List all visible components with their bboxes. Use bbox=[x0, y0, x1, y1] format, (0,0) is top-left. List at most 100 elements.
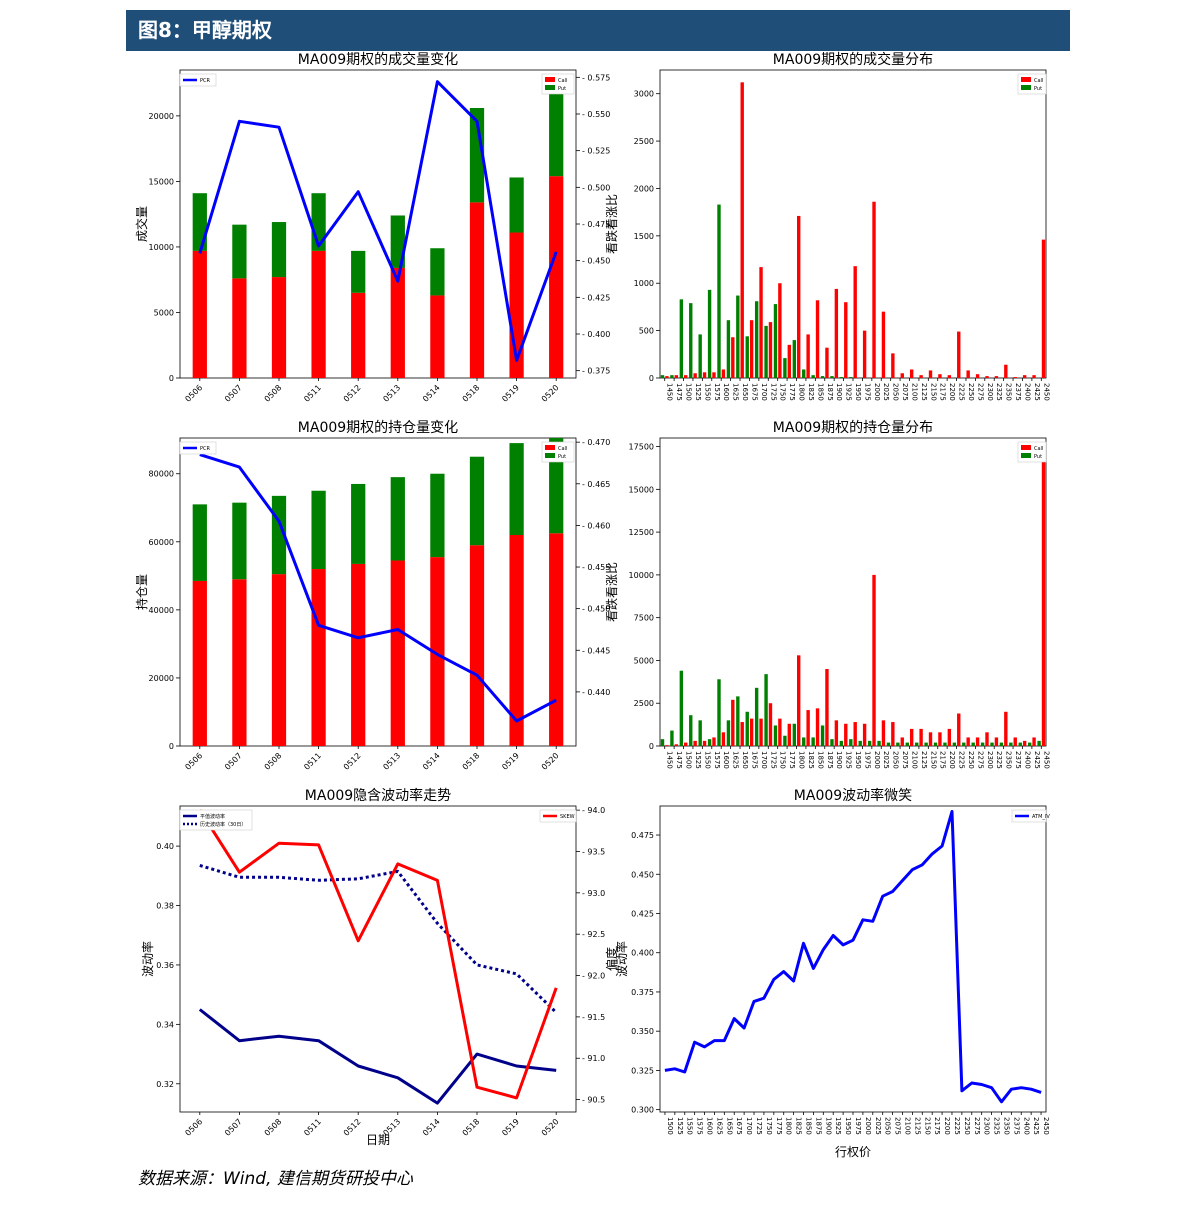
bar-put bbox=[660, 739, 665, 746]
bar-put bbox=[698, 720, 702, 746]
x-tick-label: 2150 bbox=[923, 1117, 931, 1135]
bar-put bbox=[430, 473, 445, 558]
bar-put bbox=[933, 742, 938, 746]
bar-put bbox=[726, 320, 731, 378]
bar-call bbox=[862, 723, 867, 746]
legend-swatch bbox=[545, 445, 555, 450]
bar-call bbox=[853, 266, 857, 378]
bar-call bbox=[815, 300, 820, 378]
bar-call bbox=[351, 563, 366, 746]
bar-call bbox=[872, 201, 876, 378]
x-tick-label: 1725 bbox=[769, 383, 777, 401]
x-tick-label: 2350 bbox=[1005, 383, 1013, 401]
x-tick-label: 0508 bbox=[263, 751, 284, 772]
y-tick-label: 3000 bbox=[634, 90, 654, 99]
y-tick-label: 0 bbox=[169, 742, 174, 751]
y-tick-label: 20000 bbox=[149, 674, 174, 683]
x-tick-label: 0514 bbox=[421, 751, 442, 772]
y-axis-label: 波动率 bbox=[140, 941, 155, 977]
y-tick-label: 0.475 bbox=[631, 831, 654, 840]
bar-call bbox=[985, 376, 989, 378]
x-tick-label: 1850 bbox=[816, 751, 824, 769]
bar-call bbox=[712, 372, 716, 378]
x-tick-label: 2150 bbox=[929, 751, 937, 769]
bar-call bbox=[1032, 375, 1036, 378]
x-tick-label: 1925 bbox=[845, 751, 853, 769]
bar-put bbox=[820, 725, 825, 746]
x-tick-label: 0513 bbox=[381, 751, 402, 772]
x-tick-label: 2100 bbox=[903, 1117, 911, 1135]
y-tick-label: 0.32 bbox=[156, 1080, 174, 1089]
plot-frame bbox=[179, 437, 577, 747]
y-tick-label: 5000 bbox=[154, 308, 174, 317]
x-tick-label: 0507 bbox=[223, 1117, 244, 1138]
y-tick-label: 15000 bbox=[149, 177, 174, 186]
x-tick-label: 0512 bbox=[342, 751, 363, 772]
chart-title: MA009期权的持仓量分布 bbox=[773, 420, 933, 436]
bar-put bbox=[670, 730, 674, 746]
bar-call bbox=[549, 533, 564, 746]
bar-call bbox=[919, 375, 923, 378]
x-tick-label: 1600 bbox=[722, 751, 730, 769]
bar-put bbox=[351, 483, 366, 564]
bar-put bbox=[469, 108, 485, 203]
y-tick-label: 1000 bbox=[634, 279, 654, 288]
y-tick-label: 5000 bbox=[634, 656, 654, 665]
bar-put bbox=[717, 204, 721, 378]
bar-call bbox=[872, 574, 876, 746]
x-tick-label: 2275 bbox=[973, 1117, 981, 1135]
x-tick-label: 2175 bbox=[939, 383, 947, 401]
bar-call bbox=[825, 347, 829, 378]
y-axis-label: 持仓量 bbox=[134, 574, 149, 610]
bar-put bbox=[971, 742, 975, 746]
bar-call bbox=[549, 176, 564, 378]
bar-call bbox=[232, 278, 247, 378]
bar-put bbox=[849, 377, 853, 378]
x-tick-label: 0507 bbox=[223, 751, 244, 772]
bar-put bbox=[839, 377, 844, 378]
legend-label: 历史波动率（30日） bbox=[200, 821, 246, 828]
x-tick-label: 2275 bbox=[976, 383, 984, 401]
bar-call bbox=[1004, 364, 1008, 378]
y-tick-label: 7500 bbox=[634, 614, 654, 623]
bar-put bbox=[679, 670, 684, 746]
y2-tick-label: - 0.375 bbox=[582, 367, 610, 376]
bar-call bbox=[844, 723, 848, 746]
bar-call bbox=[862, 330, 867, 378]
legend-swatch bbox=[1021, 77, 1031, 82]
legend-label: Put bbox=[558, 454, 566, 460]
x-tick-label: 1700 bbox=[760, 751, 768, 769]
bar-put bbox=[736, 696, 740, 746]
bar-call bbox=[390, 267, 405, 378]
bar-put bbox=[736, 295, 740, 378]
bar-put bbox=[839, 740, 844, 746]
x-tick-label: 0511 bbox=[302, 1117, 323, 1138]
legend-label: Put bbox=[558, 86, 566, 92]
x-tick-label: 1725 bbox=[769, 751, 777, 769]
x-tick-label: 1675 bbox=[735, 1117, 743, 1135]
x-tick-label: 0520 bbox=[540, 751, 561, 772]
x-tick-label: 1800 bbox=[785, 1117, 793, 1135]
bar-put bbox=[952, 742, 957, 746]
chart-title: MA009期权的持仓量变化 bbox=[298, 420, 458, 436]
bar-put bbox=[867, 740, 872, 746]
x-tick-label: 1750 bbox=[779, 383, 787, 401]
x-tick-label: 2000 bbox=[864, 1117, 872, 1135]
x-tick-label: 2050 bbox=[892, 751, 900, 769]
x-tick-label: 1925 bbox=[845, 383, 853, 401]
y-tick-label: 0 bbox=[649, 374, 654, 383]
y-tick-label: 0.38 bbox=[156, 902, 174, 911]
y-tick-label: 17500 bbox=[629, 443, 654, 452]
chart-title: MA009期权的成交量分布 bbox=[773, 51, 933, 68]
x-tick-label: 0519 bbox=[500, 751, 521, 772]
bar-call bbox=[1022, 375, 1027, 378]
bar-call bbox=[806, 710, 810, 746]
bar-put bbox=[311, 490, 326, 570]
bar-call bbox=[311, 569, 326, 746]
bar-call bbox=[192, 580, 207, 746]
bar-put bbox=[792, 340, 797, 378]
legend-swatch bbox=[1021, 453, 1031, 458]
y2-tick-label: - 0.460 bbox=[582, 521, 610, 530]
x-tick-label: 0512 bbox=[342, 383, 363, 404]
plot-frame bbox=[659, 805, 1047, 1113]
